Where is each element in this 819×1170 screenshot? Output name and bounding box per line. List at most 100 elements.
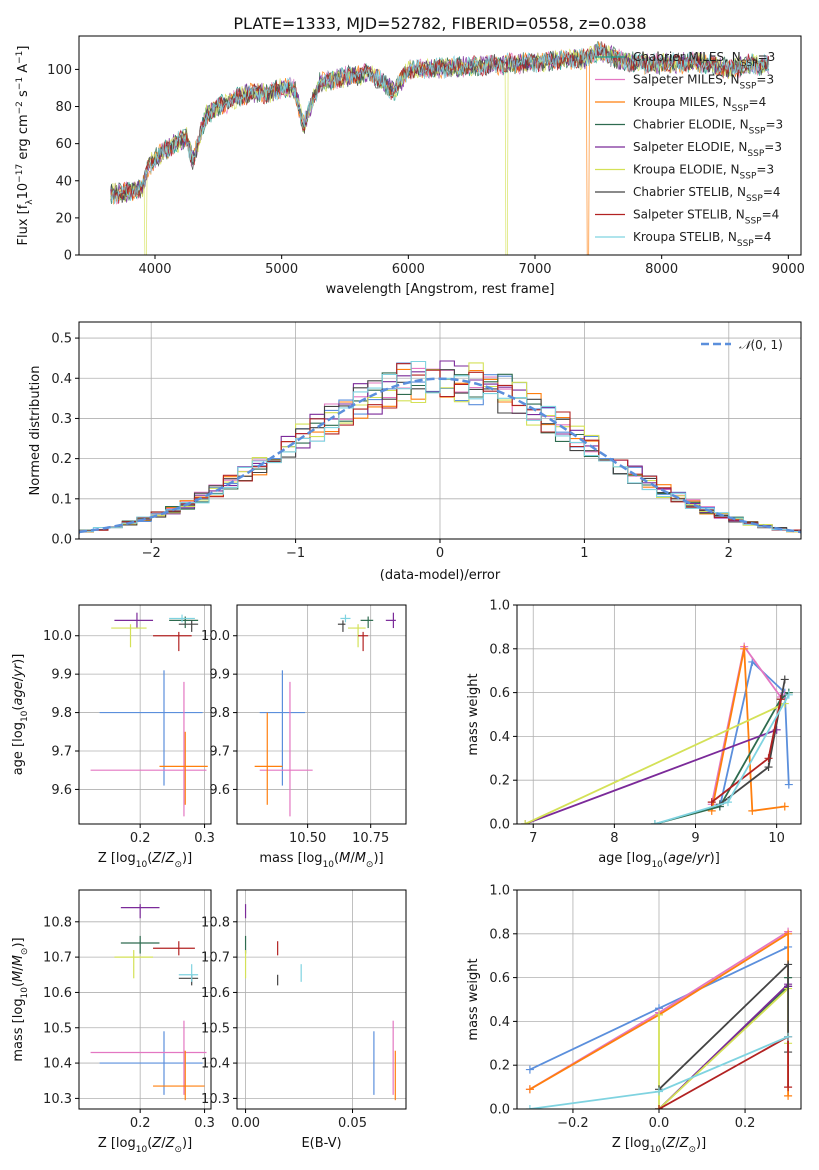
mass-vs-Z-ytick-label: 10.3 — [43, 1092, 72, 1107]
residuals-ytick-label: 0.2 — [51, 452, 72, 467]
weight-marker — [776, 695, 785, 704]
residuals-ytick-label: 0.3 — [51, 412, 72, 427]
legend-entry: Salpeter ELODIE, NSSP=3 — [633, 140, 782, 159]
age-vs-mass-frame: 10.50 10.75 9.6 9.7 9.8 9.9 10.0 — [201, 604, 407, 846]
residuals-ylabel: Normed distribution — [28, 366, 43, 496]
weight-vs-Z-xlabel: Z [log10(Z/Z⊙)] — [612, 1136, 706, 1155]
spectrum-ytick-label: 100 — [47, 63, 72, 78]
residuals-histogram-step — [79, 360, 801, 535]
weight-marker — [748, 806, 757, 815]
weight-line — [524, 702, 786, 824]
mass-vs-Z-points — [90, 904, 207, 1101]
age-vs-mass-xtick-label: 10.75 — [352, 831, 389, 846]
weight-vs-age-xlabel: age [log10(age/yr)] — [598, 851, 720, 870]
weight-vs-Z-ytick-label: 1.0 — [489, 884, 510, 899]
spectrum-xlabel: wavelength [Angstrom, rest frame] — [326, 282, 555, 297]
weight-marker — [655, 1087, 663, 1096]
mass-vs-ebv-ytick-label: 10.6 — [201, 986, 230, 1001]
weight-vs-age-xtick-label: 9 — [691, 831, 699, 846]
figure-title: PLATE=1333, MJD=52782, FIBERID=0558, z=0… — [233, 14, 646, 33]
mass-vs-Z-ytick-label: 10.4 — [43, 1057, 72, 1072]
weight-vs-age-ytick-label: 0.8 — [489, 642, 510, 657]
spectrum-ytick-label: 0 — [64, 249, 72, 264]
legend-entry: Chabrier ELODIE, NSSP=3 — [633, 118, 783, 137]
weight-vs-Z-ytick-label: 0.0 — [489, 1103, 510, 1118]
spectrum-ytick-label: 40 — [55, 174, 72, 189]
residuals-xtick-label: 0 — [436, 546, 444, 561]
residuals-ytick-label: 0.4 — [51, 372, 72, 387]
mass-vs-ebv-ytick-label: 10.7 — [201, 951, 230, 966]
spectrum-series-line — [110, 41, 770, 205]
weight-vs-age-plot-area — [517, 605, 801, 824]
age-vs-mass-border — [236, 604, 407, 825]
mass-vs-ebv-ytick-label: 10.8 — [201, 915, 230, 930]
spectrum-ylabel: Flux [fλ10−17 erg cm−2 s−1 A−1] — [15, 46, 35, 246]
spectrum-xtick-label: 5000 — [265, 262, 298, 277]
weight-vs-Z-lines — [525, 927, 793, 1109]
weight-vs-age-ytick-label: 1.0 — [489, 599, 510, 614]
mass-vs-Z-axes: Z [log10(Z/Z⊙)] mass [log10(M/M⊙)] — [11, 890, 211, 1155]
mass-vs-Z-ylabel: mass [log10(M/M⊙)] — [11, 937, 30, 1061]
weight-marker — [780, 675, 789, 684]
legend-entry: Kroupa MILES, NSSP=4 — [633, 95, 766, 114]
weight-vs-Z-frame: −0.2 0.0 0.2 0.0 0.2 0.4 0.6 0.8 1.0 — [489, 884, 802, 1131]
residuals-xtick-label: 1 — [580, 546, 588, 561]
age-vs-Z-xtick-label: 0.3 — [194, 831, 215, 846]
mass-vs-Z-plot-area — [79, 890, 211, 1109]
mass-vs-ebv-xtick-label: 0.00 — [231, 1116, 260, 1131]
weight-vs-Z-xtick-label: 0.2 — [735, 1116, 756, 1131]
residuals-axes: (data-model)/error Normed distribution 𝒩(0… — [28, 322, 801, 583]
weight-vs-Z-ytick-label: 0.2 — [489, 1059, 510, 1074]
weight-marker — [764, 763, 773, 772]
age-vs-mass-plot-area — [237, 605, 406, 824]
weight-vs-age-ytick-label: 0.6 — [489, 686, 510, 701]
weight-marker — [525, 1065, 534, 1074]
age-vs-Z-axes: Z [log10(Z/Z⊙)] age [log10(age/yr)] — [11, 605, 211, 870]
weight-vs-age-xtick-label: 10 — [768, 831, 785, 846]
age-vs-mass-ytick-label: 9.7 — [209, 745, 230, 760]
mass-vs-ebv-frame: 0.00 0.05 10.3 10.4 10.5 10.6 10.7 10.8 — [201, 889, 407, 1131]
legend-entry: Salpeter MILES, NSSP=3 — [633, 73, 774, 92]
mass-vs-ebv-plot-area — [237, 890, 406, 1109]
legend-entry: Salpeter STELIB, NSSP=4 — [633, 208, 779, 227]
weight-line — [524, 728, 778, 824]
residuals-xlabel: (data-model)/error — [380, 568, 501, 583]
age-vs-Z-xtick-label: 0.2 — [130, 831, 151, 846]
residuals-ytick-label: 0.1 — [51, 492, 72, 507]
weight-vs-Z-axes: Z [log10(Z/Z⊙)] mass weight — [466, 889, 801, 1155]
residuals-xtick-label: −1 — [286, 546, 305, 561]
spectrum-ytick-label: 20 — [55, 211, 72, 226]
weight-marker — [784, 1032, 793, 1041]
spectrum-border — [78, 35, 802, 256]
spectrum-axes: wavelength [Angstrom, rest frame] Flux [f… — [15, 36, 801, 297]
weight-vs-age-ytick-label: 0.4 — [489, 730, 510, 745]
weight-marker — [784, 1091, 793, 1100]
weight-vs-age-ytick-label: 0.2 — [489, 774, 510, 789]
age-vs-Z-frame: 0.2 0.3 9.6 9.7 9.8 9.9 10.0 — [43, 604, 215, 846]
weight-marker — [784, 780, 793, 789]
weight-marker — [521, 820, 530, 824]
weight-marker — [780, 802, 789, 811]
normal-curve — [79, 377, 801, 534]
mass-vs-Z-border — [78, 889, 212, 1110]
age-vs-mass-xtick-label: 10.50 — [289, 831, 326, 846]
weight-vs-Z-ylabel: mass weight — [466, 958, 481, 1040]
weight-line — [654, 691, 790, 824]
residuals-xtick-label: −2 — [142, 546, 161, 561]
weight-marker — [655, 1105, 663, 1109]
age-vs-mass-axes: mass [log10(M/M⊙)] — [237, 605, 406, 870]
age-vs-Z-ytick-label: 9.8 — [51, 706, 72, 721]
weight-vs-age-border — [516, 604, 802, 825]
mass-vs-ebv-axes: E(B-V) — [237, 890, 406, 1151]
mass-vs-ebv-border — [236, 889, 407, 1110]
age-vs-Z-ytick-label: 9.6 — [51, 783, 72, 798]
residuals-frame: −2 −1 0 1 2 0.0 0.1 0.2 0.3 0.4 0.5 — [51, 321, 802, 561]
weight-vs-Z-ytick-label: 0.4 — [489, 1015, 510, 1030]
spectrum-ytick-label: 60 — [55, 137, 72, 152]
residuals-xtick-label: 2 — [725, 546, 733, 561]
age-vs-Z-xlabel: Z [log10(Z/Z⊙)] — [98, 851, 192, 870]
legend-entry: Chabrier MILES, NSSP=3 — [633, 50, 775, 69]
weight-marker — [784, 960, 793, 969]
mass-vs-ebv-xtick-label: 0.05 — [338, 1116, 367, 1131]
weight-marker — [784, 1083, 793, 1092]
